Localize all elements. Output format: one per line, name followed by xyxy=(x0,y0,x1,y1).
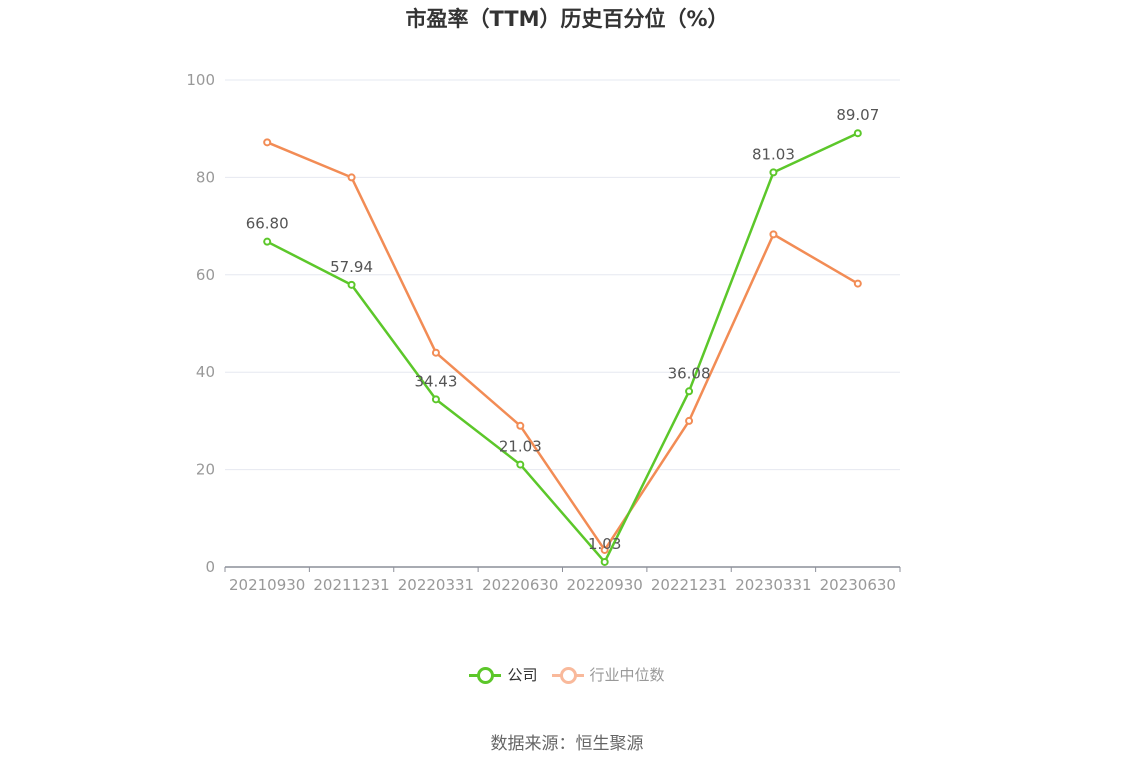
y-tick-label: 40 xyxy=(196,363,215,381)
y-tick-label: 80 xyxy=(196,168,215,186)
y-tick-label: 60 xyxy=(196,266,215,284)
data-point xyxy=(263,237,272,246)
data-point xyxy=(685,387,694,396)
x-tick-label: 20221231 xyxy=(651,576,727,594)
x-tick-label: 20211231 xyxy=(313,576,389,594)
y-tick-label: 20 xyxy=(196,461,215,479)
legend: 公司 行业中位数 xyxy=(0,664,1134,685)
series-line xyxy=(266,141,859,552)
legend-marker-industry-median xyxy=(551,665,584,685)
data-point xyxy=(431,395,440,404)
data-point xyxy=(347,280,356,289)
series-line xyxy=(266,132,859,564)
data-label: 81.03 xyxy=(752,145,795,163)
data-label: 36.08 xyxy=(668,364,711,382)
data-label: 57.94 xyxy=(330,258,373,276)
data-label: 1.03 xyxy=(588,535,621,553)
data-point xyxy=(431,348,440,357)
y-tick-label: 100 xyxy=(186,71,215,89)
y-tick-label: 0 xyxy=(205,558,215,576)
x-tick-label: 20220331 xyxy=(398,576,474,594)
data-point xyxy=(853,129,862,138)
data-point xyxy=(263,138,272,147)
data-point xyxy=(769,168,778,177)
data-label: 89.07 xyxy=(836,106,879,124)
x-tick-label: 20210930 xyxy=(229,576,305,594)
data-point xyxy=(347,173,356,182)
data-label: 21.03 xyxy=(499,438,542,456)
legend-item-industry-median[interactable]: 行业中位数 xyxy=(551,664,665,685)
data-label: 34.43 xyxy=(414,372,457,390)
series-lines xyxy=(263,129,862,566)
data-label: 66.80 xyxy=(246,215,289,233)
data-point xyxy=(769,230,778,239)
data-point xyxy=(600,545,609,554)
grid-lines xyxy=(225,79,900,471)
data-point xyxy=(516,460,525,469)
legend-label-industry-median: 行业中位数 xyxy=(589,666,665,684)
data-point xyxy=(600,557,609,566)
x-tick-label: 20230331 xyxy=(735,576,811,594)
source-note: 数据来源：恒生聚源 xyxy=(490,734,644,754)
legend-item-company[interactable]: 公司 xyxy=(469,664,538,685)
chart-title: 市盈率（TTM）历史百分位（%） xyxy=(405,7,729,31)
legend-marker-company xyxy=(469,665,502,685)
data-point xyxy=(853,279,862,288)
data-labels: 66.80 57.94 34.43 21.03 1.03 36.08 81.03 89.07 xyxy=(246,106,880,553)
x-tick-label: 20230630 xyxy=(820,576,896,594)
legend-label-company: 公司 xyxy=(507,666,538,684)
data-point xyxy=(516,421,525,430)
x-tick-label: 20220930 xyxy=(567,576,643,594)
data-point xyxy=(685,416,694,425)
axes: 0 20 40 60 80 100 20210930 20211231 20220331 2022… xyxy=(186,71,901,594)
x-tick-label: 20220630 xyxy=(482,576,558,594)
